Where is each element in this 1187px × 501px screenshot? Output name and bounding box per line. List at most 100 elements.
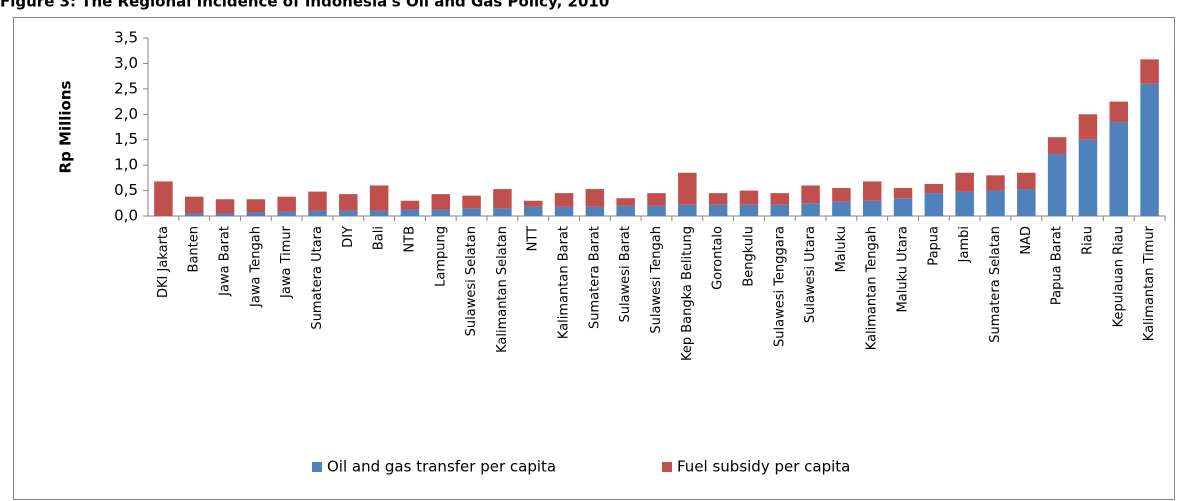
bar-segment xyxy=(770,193,790,205)
y-tick-label: 1,0 xyxy=(114,156,138,174)
x-tick-label: DKI Jakarta xyxy=(156,226,171,298)
bar-segment xyxy=(462,195,481,209)
bar-segment xyxy=(400,209,420,216)
x-tick-label: Jawa Tengah xyxy=(248,226,263,308)
bar-segment xyxy=(400,200,420,210)
bar-segment xyxy=(955,172,974,192)
bar-segment xyxy=(616,198,635,206)
bar-segment xyxy=(554,206,574,216)
legend-label: Fuel subsidy per capita xyxy=(677,458,850,476)
y-tick-label: 2,5 xyxy=(114,79,138,97)
bar-segment xyxy=(339,194,358,211)
x-tick-label: Lampung xyxy=(433,226,448,287)
y-tick-label: 0,0 xyxy=(114,207,138,225)
x-tick-label: Sulawesi Selatan xyxy=(464,226,479,336)
x-tick-label: Sulawesi Barat xyxy=(618,226,633,323)
x-tick-label: Bengkulu xyxy=(741,226,756,287)
bar-segment xyxy=(739,190,759,205)
bar-segment xyxy=(1109,121,1129,216)
bar-segment xyxy=(955,191,974,216)
bar-segment xyxy=(893,198,913,216)
y-tick-label: 3,5 xyxy=(114,29,138,47)
bar-segment xyxy=(431,209,451,216)
bar-segment xyxy=(154,181,173,216)
x-tick-label: Sulawesi Utara xyxy=(803,226,818,323)
x-tick-label: Sulawesi Tengah xyxy=(649,226,664,334)
bar-segment xyxy=(1078,139,1098,216)
bar-segment xyxy=(369,185,389,211)
bar-segment xyxy=(554,193,574,207)
bar-segment xyxy=(523,206,543,216)
bar-segment xyxy=(616,205,635,216)
bar-segment xyxy=(647,205,666,216)
x-tick-label: Kalimantan Tengah xyxy=(865,226,880,350)
x-tick-label: Banten xyxy=(187,226,202,272)
bar-segment xyxy=(308,191,327,211)
x-tick-label: Kalimantan Barat xyxy=(557,226,572,339)
y-tick-label: 3,0 xyxy=(114,54,138,72)
bar-segment xyxy=(862,181,882,201)
bar-segment xyxy=(215,199,235,214)
bar-segment xyxy=(246,212,266,216)
y-tick-label: 0,5 xyxy=(114,181,138,199)
x-tick-label: Kalimantan Timur xyxy=(1142,225,1157,341)
x-tick-label: Kep Bangka Belitung xyxy=(680,226,695,361)
x-tick-label: Sumatera Barat xyxy=(587,226,602,329)
x-tick-label: Kepulauan Riau xyxy=(1111,226,1126,327)
bar-segment xyxy=(647,193,666,206)
x-tick-label: Sulawesi Tenggara xyxy=(772,226,787,347)
chart-frame xyxy=(13,17,1175,500)
x-tick-label: Jawa Barat xyxy=(218,226,233,297)
bar-segment xyxy=(708,204,728,216)
bar-segment xyxy=(585,189,605,207)
x-tick-label: Kalimantan Selatan xyxy=(495,226,510,353)
bar-segment xyxy=(184,213,204,216)
x-tick-label: Papua Barat xyxy=(1050,226,1065,305)
bar-segment xyxy=(678,172,697,205)
x-tick-label: Maluku Utara xyxy=(896,226,911,312)
bar-segment xyxy=(986,175,1005,191)
bar-segment xyxy=(1140,59,1159,84)
x-tick-label: Sumatera Selatan xyxy=(988,226,1003,343)
bar-segment xyxy=(924,183,944,194)
legend-swatch xyxy=(662,462,672,472)
bar-segment xyxy=(277,211,296,216)
bar-segment xyxy=(1017,189,1036,216)
legend-label: Oil and gas transfer per capita xyxy=(327,458,556,476)
bar-segment xyxy=(462,208,481,216)
chart-title: Figure 3: The Regional Incidence of Indo… xyxy=(0,0,609,11)
x-tick-label: Jambi xyxy=(957,226,972,263)
x-tick-label: NTB xyxy=(402,226,417,253)
bar-segment xyxy=(862,200,882,216)
legend-swatch xyxy=(312,462,322,472)
bar-segment xyxy=(277,196,296,212)
y-axis-title: Rp Millions xyxy=(57,80,75,173)
bar-segment xyxy=(924,193,944,216)
y-tick-label: 1,5 xyxy=(114,130,138,148)
x-tick-label: Maluku xyxy=(834,226,849,272)
bar-segment xyxy=(215,213,235,216)
y-tick-label: 2,0 xyxy=(114,105,138,123)
bar-segment xyxy=(832,188,851,202)
bar-segment xyxy=(493,208,512,216)
bar-segment xyxy=(770,204,790,216)
bar-segment xyxy=(801,185,820,204)
x-tick-label: Bali xyxy=(372,226,387,250)
x-tick-label: Sumatera Utara xyxy=(310,226,325,330)
bar-segment xyxy=(184,196,204,214)
bar-segment xyxy=(801,203,820,216)
bar-segment xyxy=(308,210,327,216)
bar-segment xyxy=(1047,153,1067,216)
x-tick-label: NTT xyxy=(526,226,541,251)
x-tick-label: DIY xyxy=(341,226,356,248)
x-tick-label: Riau xyxy=(1080,226,1095,255)
x-tick-label: Gorontalo xyxy=(711,226,726,290)
bar-segment xyxy=(585,206,605,216)
bar-segment xyxy=(369,210,389,216)
x-tick-label: Papua xyxy=(926,226,941,266)
bar-segment xyxy=(1140,83,1159,217)
bar-segment xyxy=(246,199,266,213)
bar-segment xyxy=(739,204,759,216)
bar-segment xyxy=(678,204,697,216)
bar-segment xyxy=(893,188,913,199)
